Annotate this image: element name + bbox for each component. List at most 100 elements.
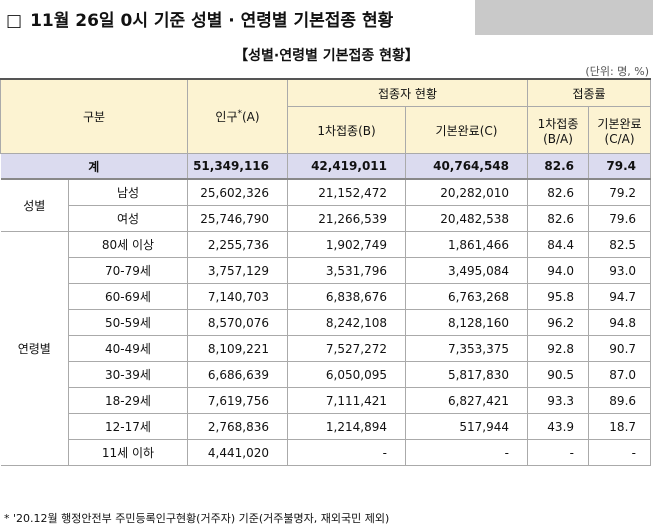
row-label: 12-17세 xyxy=(68,413,188,440)
table-cell: 21,266,539 xyxy=(287,205,406,232)
row-label: 70-79세 xyxy=(68,257,188,284)
data-row: 18-29세 7,619,756 7,111,421 6,827,421 93.3 89.… xyxy=(1,387,652,414)
header-shade xyxy=(475,0,653,35)
row-label: 40-49세 xyxy=(68,335,188,362)
table-cell: 79.2 xyxy=(588,178,652,206)
unit-note: (단위: 명, %) xyxy=(585,65,649,78)
data-row: 여성 25,746,790 21,266,539 20,482,538 82.6 79.6 xyxy=(1,205,652,232)
table-cell: 79.4 xyxy=(588,153,652,180)
row-label: 30-39세 xyxy=(68,361,188,388)
table-cell: - xyxy=(527,439,590,466)
table-cell: 82.5 xyxy=(588,231,652,258)
table-cell: 517,944 xyxy=(404,413,529,440)
table-cell: 7,111,421 xyxy=(287,387,406,414)
data-row: 성별 남성 25,602,326 21,152,472 20,282,010 82.6 79… xyxy=(0,178,652,232)
table-cell: 3,531,796 xyxy=(287,257,406,284)
table-cell: 93.3 xyxy=(527,387,590,414)
data-row: 40-49세 8,109,221 7,527,272 7,353,375 92.8 90.… xyxy=(1,335,652,362)
row-label: 여성 xyxy=(68,205,188,232)
table-cell: 42,419,011 xyxy=(287,153,406,180)
header-cell: 기본완료(C) xyxy=(404,106,529,154)
table-cell: 20,482,538 xyxy=(404,205,529,232)
table-cell: 8,109,221 xyxy=(187,335,288,362)
table-cell: 6,686,639 xyxy=(187,361,288,388)
data-row: 30-39세 6,686,639 6,050,095 5,817,830 90.5 87.… xyxy=(1,361,652,388)
table-cell: 21,152,472 xyxy=(287,178,406,206)
table-cell: 7,527,272 xyxy=(287,335,406,362)
table-cell: 7,619,756 xyxy=(187,387,288,414)
row-label: 남성 xyxy=(68,178,188,206)
table-cell: 5,817,830 xyxy=(404,361,529,388)
header-text: (B/A) xyxy=(543,131,573,146)
row-label: 18-29세 xyxy=(68,387,188,414)
table-cell: - xyxy=(588,439,652,466)
table-cell: 90.5 xyxy=(527,361,590,388)
header-text: 기본완료 xyxy=(597,116,642,131)
header-cell: 기본완료 (C/A) xyxy=(588,106,652,154)
table: 구분 인구*(A) 접종자 현황 접종률 1차접종(B) 기본완료(C) 1차접… xyxy=(0,78,652,466)
table-cell: 87.0 xyxy=(588,361,652,388)
table-cell: 40,764,548 xyxy=(404,153,529,180)
table-cell: 51,349,116 xyxy=(187,153,288,180)
header-text: 1차접종 xyxy=(537,116,579,131)
header-text: (C/A) xyxy=(604,131,635,146)
total-row: 계 51,349,116 42,419,011 40,764,548 82.6 79.4 xyxy=(0,153,652,180)
table-cell: 94.7 xyxy=(588,283,652,310)
table-cell: 96.2 xyxy=(527,309,590,336)
table-cell: 25,602,326 xyxy=(187,178,288,206)
table-cell: 79.6 xyxy=(588,205,652,232)
table-cell: 25,746,790 xyxy=(187,205,288,232)
heading: □ 11월 26일 0시 기준 성별 · 연령별 기본접종 현황 xyxy=(6,6,393,31)
table-cell: 6,050,095 xyxy=(287,361,406,388)
table-cell: 8,128,160 xyxy=(404,309,529,336)
table-cell: 20,282,010 xyxy=(404,178,529,206)
header-cell: 1차접종 (B/A) xyxy=(527,106,590,154)
data-row: 연령별 80세 이상 2,255,736 1,902,749 1,861,466 84.4… xyxy=(0,231,652,466)
data-row: 11세 이하 4,441,020- - - - xyxy=(1,439,652,466)
data-row: 12-17세 2,768,836 1,214,894 517,944 43.9 18.7 xyxy=(1,413,652,440)
table-cell: 1,861,466 xyxy=(404,231,529,258)
table-cell: 6,838,676 xyxy=(287,283,406,310)
table-cell: 1,214,894 xyxy=(287,413,406,440)
table-cell: 2,255,736 xyxy=(187,231,288,258)
data-row: 60-69세 7,140,703 6,838,676 6,763,268 95.8 94.… xyxy=(1,283,652,310)
table-cell: 4,441,020 xyxy=(187,439,288,466)
row-label: 60-69세 xyxy=(68,283,188,310)
header-cell: 1차접종(B) xyxy=(287,106,406,154)
table-cell: 94.0 xyxy=(527,257,590,284)
table-cell: 92.8 xyxy=(527,335,590,362)
table-cell: 7,140,703 xyxy=(187,283,288,310)
header-row: 1차접종(B) 기본완료(C) 1차접종 (B/A) 기본완료 (C/A) xyxy=(1,106,652,154)
table-cell: - xyxy=(404,439,529,466)
table-cell: 82.6 xyxy=(527,153,590,180)
row-label: 11세 이하 xyxy=(68,439,188,466)
header-row: 구분 인구*(A) 접종자 현황 접종률 xyxy=(0,78,652,154)
header-cell: 접종률 xyxy=(527,78,652,107)
subtitle: 【성별·연령별 기본접종 현황】 xyxy=(234,48,419,64)
table-body: 계 51,349,116 42,419,011 40,764,548 82.6 79.4 성… xyxy=(0,153,652,466)
table-cell: 3,757,129 xyxy=(187,257,288,284)
header-cell: 인구*(A) xyxy=(187,78,288,154)
table-cell: 8,570,076 xyxy=(187,309,288,336)
table-cell: 82.6 xyxy=(527,205,590,232)
table-cell: 7,353,375 xyxy=(404,335,529,362)
header-text: 인구 xyxy=(215,110,238,124)
footnote: * '20.12월 행정안전부 주민등록인구현황(거주자) 기준(거주불명자, … xyxy=(4,512,390,525)
header-cell: 접종자 현황 xyxy=(286,78,529,107)
table-cell: 18.7 xyxy=(588,413,652,440)
table-cell: 90.7 xyxy=(588,335,652,362)
table-cell: 82.6 xyxy=(527,178,590,206)
table-cell: 94.8 xyxy=(588,309,652,336)
row-label: 80세 이상 xyxy=(68,231,188,258)
group-label: 성별 xyxy=(0,178,69,232)
heading-marker: □ xyxy=(6,11,23,31)
group-label: 연령별 xyxy=(0,231,69,466)
header-mark: * xyxy=(237,109,243,119)
table-cell: 6,827,421 xyxy=(404,387,529,414)
header-cell: 구분 xyxy=(0,78,188,154)
row-label: 계 xyxy=(0,153,188,180)
header-text: (A) xyxy=(242,110,260,124)
table-cell: 3,495,084 xyxy=(404,257,529,284)
